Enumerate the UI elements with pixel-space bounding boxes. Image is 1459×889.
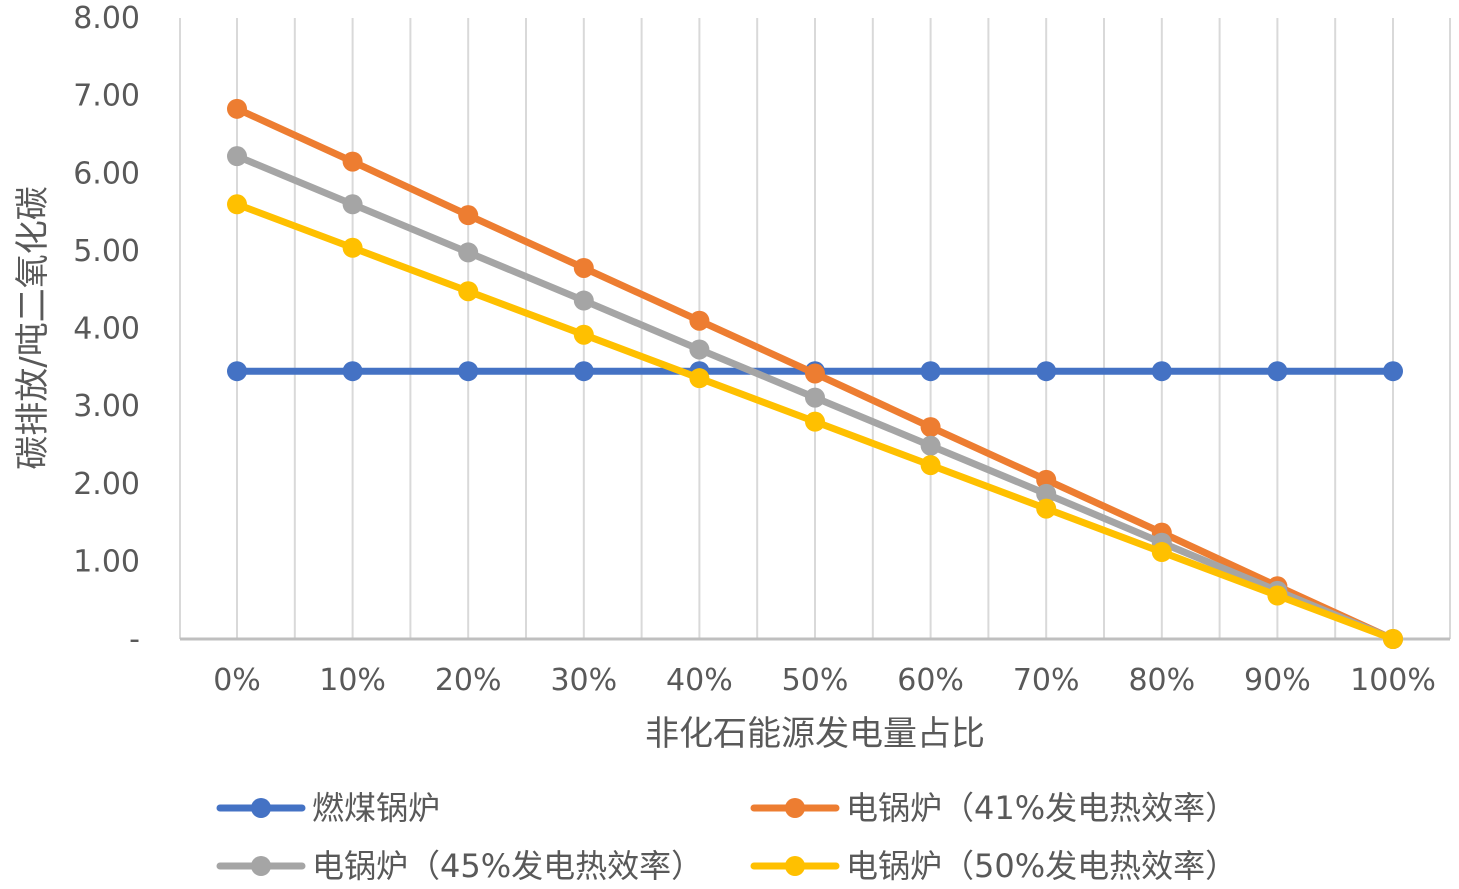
data-point (805, 363, 825, 384)
data-point (458, 242, 479, 263)
x-tick-label: 40% (666, 663, 733, 698)
data-point (920, 455, 941, 476)
series-layer (227, 98, 1403, 649)
legend-swatch-marker (785, 798, 805, 818)
data-point (1036, 483, 1057, 504)
data-point (689, 339, 710, 360)
data-point (689, 368, 710, 389)
y-tick-label: 5.00 (73, 234, 140, 269)
data-point (342, 361, 363, 382)
data-point (1383, 361, 1403, 382)
data-point (689, 310, 710, 331)
y-tick-label: 4.00 (73, 312, 140, 347)
y-tick-label: 8.00 (73, 1, 140, 36)
legend-swatch-marker (785, 856, 805, 876)
data-point (1036, 361, 1057, 382)
y-tick-label: - (129, 622, 140, 657)
legend-item: 电锅炉（41%发电热效率） (750, 789, 1237, 827)
x-tick-label: 100% (1350, 663, 1436, 698)
x-tick-label: 70% (1013, 663, 1080, 698)
x-tick-label: 50% (782, 663, 849, 698)
y-tick-labels: - 1.00 2.00 3.00 4.00 5.00 6.00 7.00 8.00 (73, 1, 140, 657)
x-tick-label: 90% (1244, 663, 1311, 698)
legend-label: 燃煤锅炉 (312, 789, 440, 827)
series-3 (227, 146, 1403, 649)
data-point (573, 324, 594, 345)
x-tick-label: 60% (897, 663, 964, 698)
y-tick-label: 3.00 (73, 389, 140, 424)
data-point (573, 361, 594, 382)
legend-item: 燃煤锅炉 (216, 789, 440, 827)
data-point (805, 411, 825, 432)
gridlines (179, 18, 1451, 639)
x-tick-label: 20% (435, 663, 502, 698)
data-point (1151, 542, 1172, 563)
x-tick-label: 10% (319, 663, 386, 698)
data-point (227, 361, 247, 382)
y-tick-label: 6.00 (73, 156, 140, 191)
data-point (342, 151, 363, 172)
data-point (1383, 629, 1403, 649)
data-point (1036, 469, 1057, 490)
data-point (920, 417, 941, 438)
data-point (227, 98, 247, 119)
x-tick-label: 30% (550, 663, 617, 698)
legend-swatch-marker (251, 798, 271, 818)
series-4 (227, 194, 1403, 649)
data-point (573, 290, 594, 311)
x-axis-title: 非化石能源发电量占比 (645, 714, 985, 754)
legend-swatch-marker (251, 856, 271, 876)
data-point (227, 194, 247, 215)
data-point (1267, 361, 1288, 382)
data-point (458, 361, 479, 382)
data-point (342, 194, 363, 215)
data-point (342, 237, 363, 258)
legend-label: 电锅炉（45%发电热效率） (312, 847, 703, 885)
data-point (573, 257, 594, 278)
data-point (458, 205, 479, 226)
data-point (1151, 361, 1172, 382)
x-tick-labels: 0% 10% 20% 30% 40% 50% 60% 70% 80% 90% 100% (213, 663, 1436, 698)
y-axis-title: 碳排放/吨二氧化碳 (13, 186, 53, 469)
y-tick-label: 7.00 (73, 79, 140, 114)
legend-item: 电锅炉（50%发电热效率） (750, 847, 1237, 885)
y-tick-label: 2.00 (73, 467, 140, 502)
data-point (920, 361, 941, 382)
legend-label: 电锅炉（50%发电热效率） (846, 847, 1237, 885)
x-tick-label: 0% (213, 663, 261, 698)
legend-item: 电锅炉（45%发电热效率） (216, 847, 703, 885)
data-point (1267, 585, 1288, 606)
data-point (1036, 498, 1057, 519)
legend-label: 电锅炉（41%发电热效率） (846, 789, 1237, 827)
legend: 燃煤锅炉 电锅炉（41%发电热效率） 电锅炉（45%发电热效率） 电锅炉（50%发电热… (216, 789, 1237, 885)
data-point (227, 146, 247, 167)
y-tick-label: 1.00 (73, 544, 140, 579)
data-point (920, 435, 941, 456)
data-point (458, 281, 479, 302)
data-point (805, 387, 825, 408)
x-tick-label: 80% (1128, 663, 1195, 698)
